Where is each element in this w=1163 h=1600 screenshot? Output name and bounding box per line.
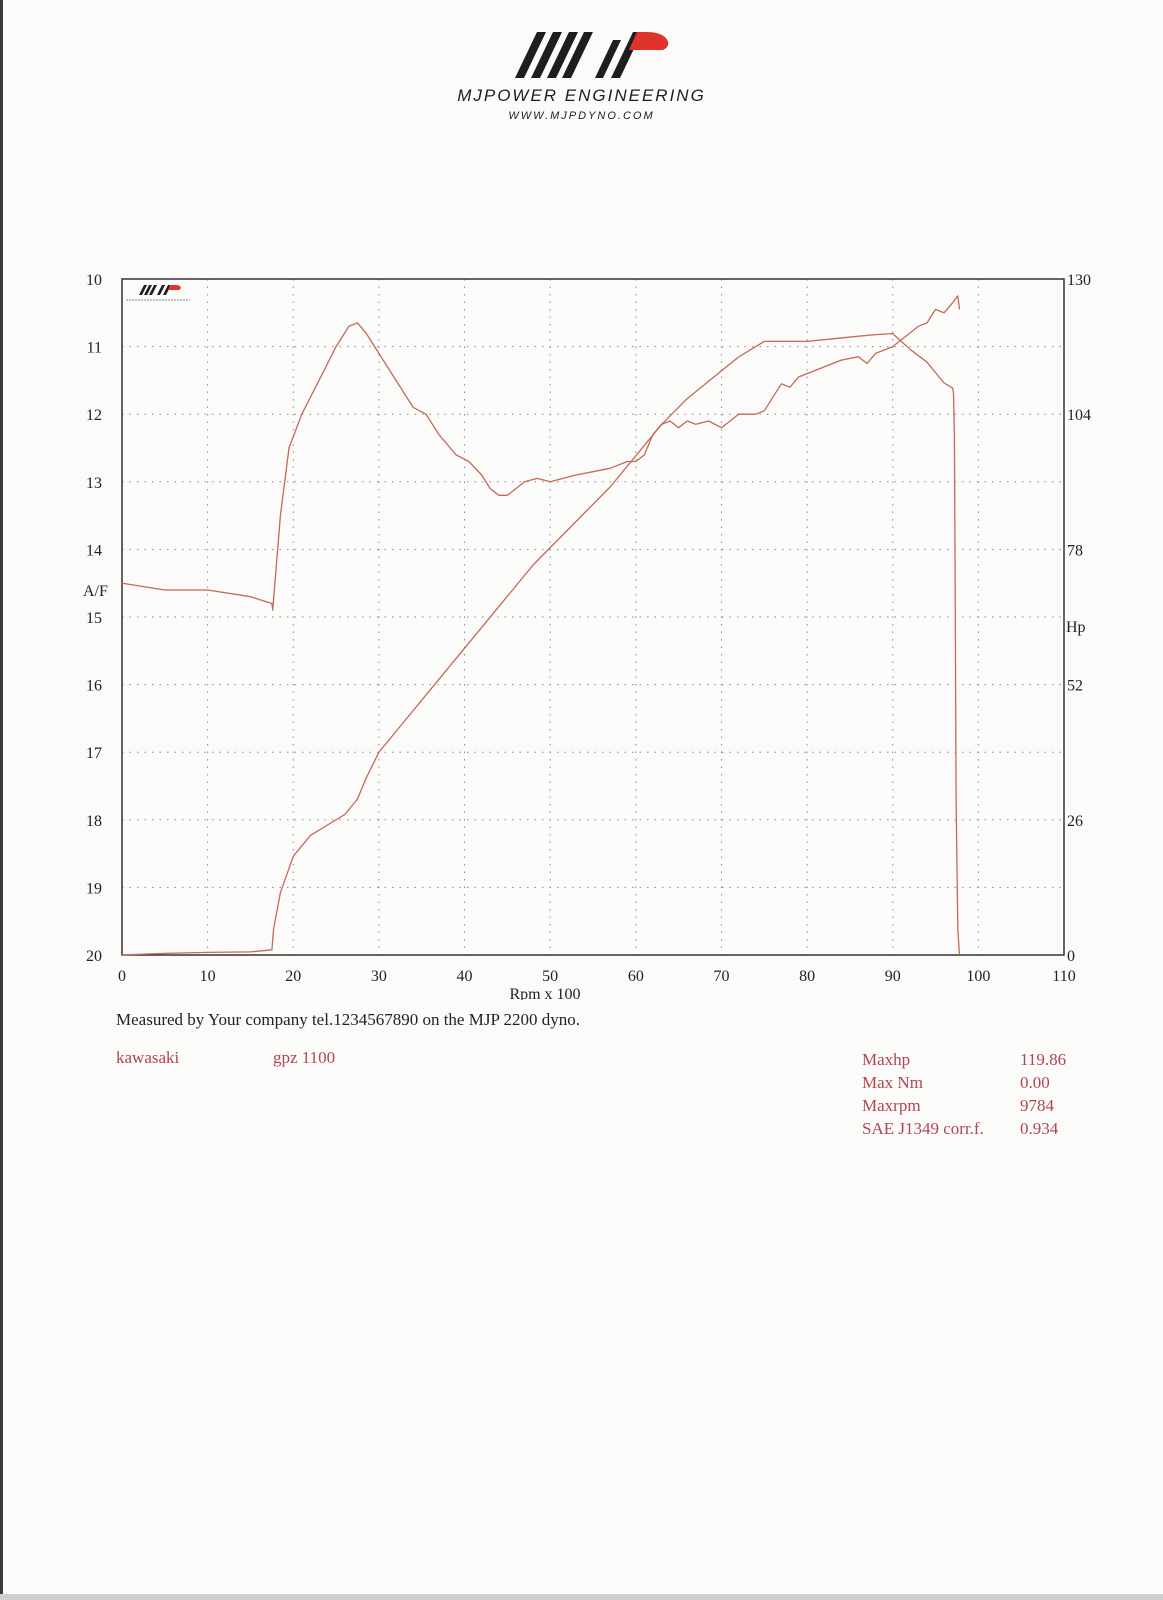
y-left-tick-label: 16 bbox=[86, 678, 102, 695]
scan-edge-left bbox=[0, 0, 3, 1600]
stat-value: 0.00 bbox=[1020, 1073, 1050, 1092]
x-tick-label: 0 bbox=[118, 968, 126, 985]
brand-url: WWW.MJPDYNO.COM bbox=[508, 110, 655, 122]
y-right-tick-label: 104 bbox=[1067, 407, 1091, 424]
x-tick-label: 40 bbox=[457, 968, 473, 985]
x-tick-label: 80 bbox=[799, 968, 815, 985]
y-left-tick-label: 12 bbox=[86, 407, 102, 424]
y-left-tick-label: 13 bbox=[86, 475, 102, 492]
x-tick-label: 50 bbox=[542, 968, 558, 985]
stat-value: 9784 bbox=[1020, 1096, 1054, 1115]
y-right-tick-label: 130 bbox=[1067, 272, 1091, 289]
x-tick-label: 70 bbox=[713, 968, 729, 985]
chart-grid bbox=[122, 279, 1064, 955]
mjp-logo-icon bbox=[514, 32, 668, 78]
x-axis-label: Rpm x 100 bbox=[509, 986, 580, 1000]
y-left-tick-label: 10 bbox=[86, 272, 102, 289]
stat-label: Maxrpm bbox=[862, 1096, 921, 1115]
stat-label: Maxhp bbox=[862, 1050, 911, 1069]
y-right-tick-label: 0 bbox=[1067, 948, 1075, 965]
y-right-tick-label: 52 bbox=[1067, 678, 1083, 695]
plot-frame bbox=[121, 278, 1065, 956]
vehicle-model: gpz 1100 bbox=[273, 1048, 336, 1067]
x-tick-label: 10 bbox=[200, 968, 216, 985]
vehicle-make: kawasaki bbox=[116, 1048, 180, 1067]
brand-header: MJPOWER ENGINEERING WWW.MJPDYNO.COM bbox=[0, 28, 1163, 122]
y-left-tick-label: 15 bbox=[86, 610, 102, 627]
stat-row: Max Nm 0.00 bbox=[862, 1071, 1090, 1094]
stat-label: SAE J1349 corr.f. bbox=[862, 1119, 984, 1138]
x-tick-label: 100 bbox=[966, 968, 990, 985]
mini-logo bbox=[126, 285, 190, 301]
y-right-tick-label: 78 bbox=[1067, 542, 1083, 559]
x-tick-label: 90 bbox=[885, 968, 901, 985]
measured-note: Measured by Your company tel.1234567890 … bbox=[116, 1010, 581, 1029]
y-right-tick-label: 26 bbox=[1067, 813, 1083, 830]
series-line-hp bbox=[121, 332, 961, 956]
y-right-axis-label: Hp bbox=[1066, 619, 1086, 636]
dyno-chart: 0 10 20 30 40 50 60 70 80 90 100 110 10 11 12 13 14 15 16… bbox=[83, 272, 1091, 1000]
y-left-tick-label: 20 bbox=[86, 948, 102, 965]
stat-value: 119.86 bbox=[1020, 1050, 1067, 1069]
brand-name: MJPOWER ENGINEERING bbox=[457, 86, 706, 105]
stat-label: Max Nm bbox=[862, 1073, 923, 1092]
stat-row: Maxrpm 9784 bbox=[862, 1094, 1090, 1117]
x-tick-label: 30 bbox=[371, 968, 387, 985]
y-left-tick-label: 17 bbox=[86, 745, 102, 762]
scan-edge-bottom bbox=[0, 1594, 1163, 1600]
y-left-tick-label: 19 bbox=[86, 880, 102, 897]
y-left-tick-label: 18 bbox=[86, 813, 102, 830]
y-left-tick-label: 11 bbox=[87, 340, 102, 357]
x-tick-label: 20 bbox=[285, 968, 301, 985]
series-line-af bbox=[121, 295, 961, 611]
stat-value: 0.934 bbox=[1020, 1119, 1059, 1138]
y-left-axis-label: A/F bbox=[83, 583, 108, 600]
x-tick-label: 60 bbox=[628, 968, 644, 985]
stats-table: Maxhp 119.86 Max Nm 0.00 Maxrpm 9784 SAE… bbox=[862, 1048, 1090, 1140]
stat-row: SAE J1349 corr.f. 0.934 bbox=[862, 1117, 1090, 1140]
stat-row: Maxhp 119.86 bbox=[862, 1048, 1090, 1071]
x-tick-label: 110 bbox=[1052, 968, 1075, 985]
y-left-tick-label: 14 bbox=[86, 542, 102, 559]
